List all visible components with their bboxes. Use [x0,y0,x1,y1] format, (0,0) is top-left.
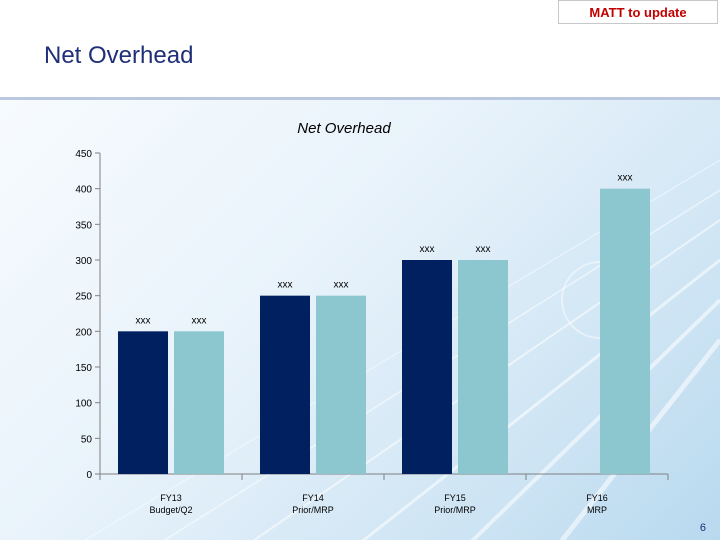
bar [402,260,452,474]
chart-title: Net Overhead [297,120,391,137]
x-tick-label-sub: Prior/MRP [434,505,476,515]
bar-data-label: xxx [334,280,349,291]
y-tick-label: 150 [75,363,92,374]
bar-data-label: xxx [476,244,491,255]
x-tick-label: FY16 [586,493,608,503]
y-tick-label: 100 [75,399,92,410]
y-tick-label: 50 [81,434,93,445]
x-tick-label: FY14 [302,493,324,503]
page-number: 6 [699,522,706,534]
y-tick-label: 200 [75,327,92,338]
bar-data-label: xxx [420,244,435,255]
x-tick-label-sub: MRP [587,505,607,515]
slide-title: Net Overhead [44,42,194,69]
y-tick-label: 350 [75,220,92,231]
bar-data-label: xxx [278,280,293,291]
bar-data-label: xxx [136,315,151,326]
y-tick-label: 450 [75,149,92,160]
x-tick-label-sub: Budget/Q2 [149,505,192,515]
x-tick-label: FY15 [444,493,466,503]
y-tick-label: 250 [75,292,92,303]
bar [118,331,168,474]
bar [174,331,224,474]
y-tick-label: 0 [86,470,92,481]
bar [600,188,650,474]
update-note-badge: MATT to update [558,0,718,24]
y-tick-label: 400 [75,185,92,196]
bar-data-label: xxx [618,173,633,184]
bar-chart: 0 50 100 150 200 250 300 350 400 450 xxx xxx FY13 Bud… [75,149,669,515]
bar [260,295,310,474]
y-tick-label: 300 [75,256,92,267]
bar [316,295,366,474]
x-tick-label-sub: Prior/MRP [292,505,334,515]
chart-panel: Net Overhead 0 50 100 150 200 250 300 350 400 450… [0,97,720,540]
bar-data-label: xxx [192,315,207,326]
bar [458,260,508,474]
x-tick-label: FY13 [160,493,182,503]
